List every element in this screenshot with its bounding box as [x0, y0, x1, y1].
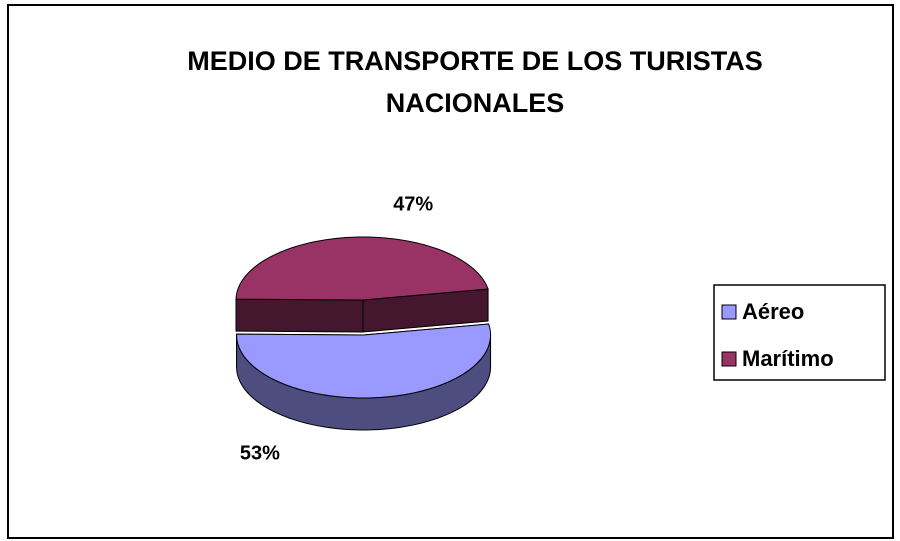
legend-label: Aéreo [742, 299, 804, 324]
legend-swatch [721, 351, 737, 367]
legend-label: Marítimo [742, 346, 834, 371]
chart-title: MEDIO DE TRANSPORTE DE LOS TURISTAS NACI… [187, 46, 763, 118]
chart-frame [7, 4, 894, 539]
slice [236, 323, 492, 399]
legend-box [713, 284, 886, 381]
legend-swatch [721, 304, 737, 320]
data-label: 47% [393, 193, 433, 215]
slice-wall [235, 298, 364, 333]
slice [235, 236, 489, 301]
data-label: 53% [240, 442, 280, 464]
